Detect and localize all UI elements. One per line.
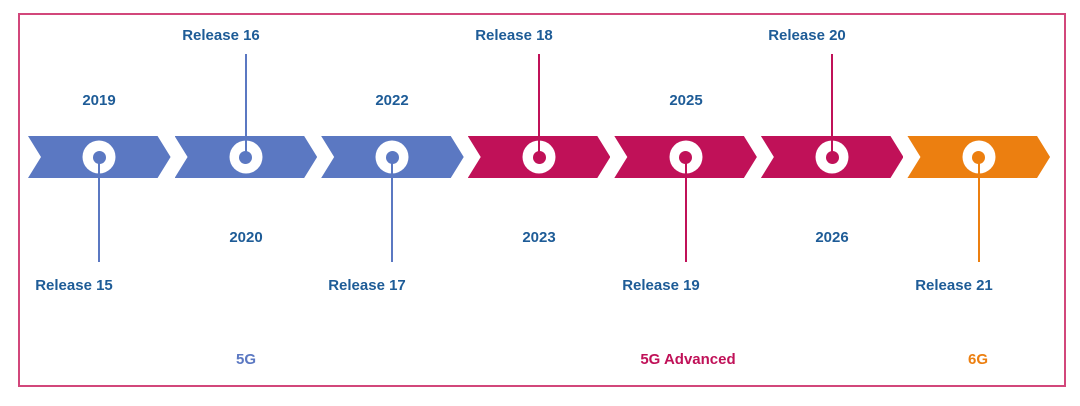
year-label: 2025	[669, 92, 703, 109]
diagram-frame	[18, 13, 1066, 387]
year-label: 2019	[82, 92, 116, 109]
release-label: Release 15	[35, 277, 113, 294]
release-label: Release 18	[475, 27, 553, 44]
connector-line	[98, 157, 100, 262]
era-label-text: 5G	[235, 351, 257, 368]
connector-line	[685, 157, 687, 262]
year-label: 2023	[522, 229, 556, 246]
connector-line	[391, 157, 393, 262]
connector-line	[245, 54, 247, 157]
connector-line	[538, 54, 540, 157]
connector-line	[978, 157, 980, 262]
release-label: Release 19	[622, 277, 700, 294]
era-label-text: 6G	[967, 351, 989, 368]
release-label: Release 20	[768, 27, 846, 44]
connector-line	[831, 54, 833, 157]
year-label: 2026	[815, 229, 849, 246]
year-label: 2022	[375, 92, 409, 109]
segment-release-18	[468, 136, 611, 178]
release-label: Release 21	[915, 277, 993, 294]
era-label-text: 5G Advanced	[640, 351, 736, 368]
year-label: 2020	[229, 229, 263, 246]
release-label: Release 17	[328, 277, 406, 294]
release-label: Release 16	[182, 27, 260, 44]
